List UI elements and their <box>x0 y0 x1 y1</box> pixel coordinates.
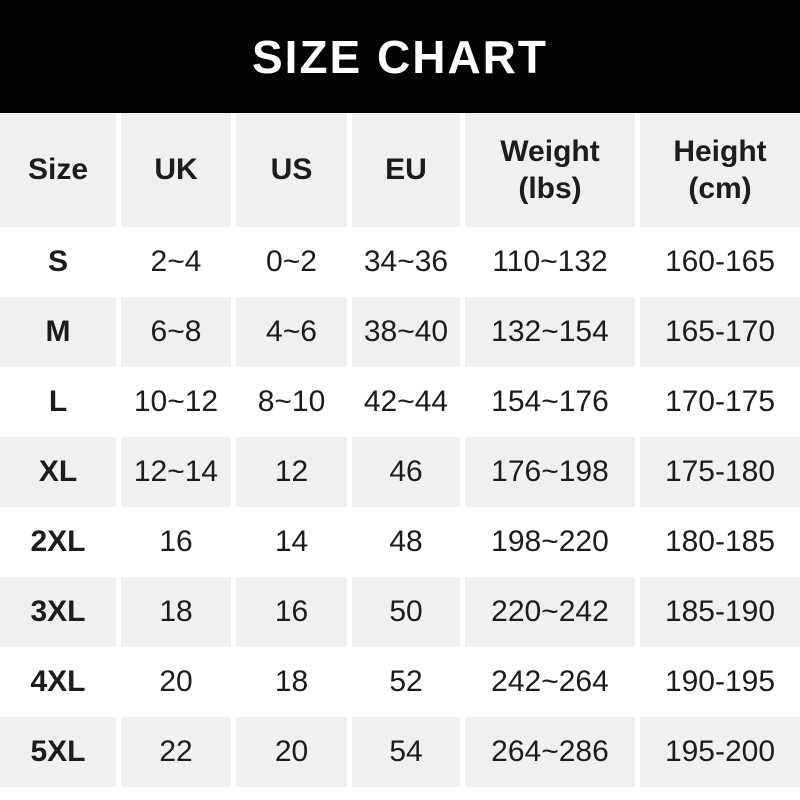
table-cell: 2XL <box>0 507 116 577</box>
size-chart-title-banner: SIZE CHART <box>0 0 800 113</box>
table-cell: 18 <box>236 647 347 717</box>
table-cell: 16 <box>236 577 347 647</box>
table-row-4xl: 4XL 20 18 52 242~264 190-195 <box>0 647 800 717</box>
table-cell: 14 <box>236 507 347 577</box>
table-row-3xl: 3XL 18 16 50 220~242 185-190 <box>0 577 800 647</box>
table-cell: 132~154 <box>465 297 635 367</box>
table-cell: XL <box>0 437 116 507</box>
table-cell: 175-180 <box>640 437 800 507</box>
table-cell: 42~44 <box>352 367 460 437</box>
table-cell: L <box>0 367 116 437</box>
table-cell: 165-170 <box>640 297 800 367</box>
column-header-us: US <box>236 113 347 227</box>
table-cell: 220~242 <box>465 577 635 647</box>
table-cell: 12 <box>236 437 347 507</box>
column-header-eu: EU <box>352 113 460 227</box>
table-row-xl: XL 12~14 12 46 176~198 175-180 <box>0 437 800 507</box>
table-cell: 242~264 <box>465 647 635 717</box>
table-cell: 2~4 <box>121 227 231 297</box>
table-cell: 3XL <box>0 577 116 647</box>
size-chart-table: Size UK US EU Weight (lbs) Height (cm) S… <box>0 113 800 787</box>
column-header-size: Size <box>0 113 116 227</box>
table-cell: 34~36 <box>352 227 460 297</box>
table-cell: 22 <box>121 717 231 787</box>
column-header-uk: UK <box>121 113 231 227</box>
table-cell: 185-190 <box>640 577 800 647</box>
table-cell: 195-200 <box>640 717 800 787</box>
table-cell: 198~220 <box>465 507 635 577</box>
table-cell: 46 <box>352 437 460 507</box>
table-cell: 4XL <box>0 647 116 717</box>
table-row-2xl: 2XL 16 14 48 198~220 180-185 <box>0 507 800 577</box>
table-cell: 170-175 <box>640 367 800 437</box>
table-cell: 52 <box>352 647 460 717</box>
column-header-weight: Weight (lbs) <box>465 113 635 227</box>
table-cell: S <box>0 227 116 297</box>
table-cell: 20 <box>121 647 231 717</box>
table-cell: 12~14 <box>121 437 231 507</box>
table-row-5xl: 5XL 22 20 54 264~286 195-200 <box>0 717 800 787</box>
table-cell: 180-185 <box>640 507 800 577</box>
table-cell: 6~8 <box>121 297 231 367</box>
table-row-m: M 6~8 4~6 38~40 132~154 165-170 <box>0 297 800 367</box>
table-row-s: S 2~4 0~2 34~36 110~132 160-165 <box>0 227 800 297</box>
table-cell: 20 <box>236 717 347 787</box>
table-cell: 16 <box>121 507 231 577</box>
table-cell: 0~2 <box>236 227 347 297</box>
table-cell: 18 <box>121 577 231 647</box>
table-cell: 5XL <box>0 717 116 787</box>
table-cell: 190-195 <box>640 647 800 717</box>
column-header-height: Height (cm) <box>640 113 800 227</box>
table-cell: 54 <box>352 717 460 787</box>
table-cell: 48 <box>352 507 460 577</box>
table-cell: 160-165 <box>640 227 800 297</box>
table-row-l: L 10~12 8~10 42~44 154~176 170-175 <box>0 367 800 437</box>
page-title: SIZE CHART <box>252 30 548 83</box>
table-cell: 110~132 <box>465 227 635 297</box>
table-cell: M <box>0 297 116 367</box>
table-cell: 4~6 <box>236 297 347 367</box>
table-cell: 10~12 <box>121 367 231 437</box>
table-cell: 264~286 <box>465 717 635 787</box>
table-cell: 8~10 <box>236 367 347 437</box>
table-cell: 176~198 <box>465 437 635 507</box>
table-cell: 38~40 <box>352 297 460 367</box>
table-cell: 154~176 <box>465 367 635 437</box>
table-header-row: Size UK US EU Weight (lbs) Height (cm) <box>0 113 800 227</box>
table-cell: 50 <box>352 577 460 647</box>
